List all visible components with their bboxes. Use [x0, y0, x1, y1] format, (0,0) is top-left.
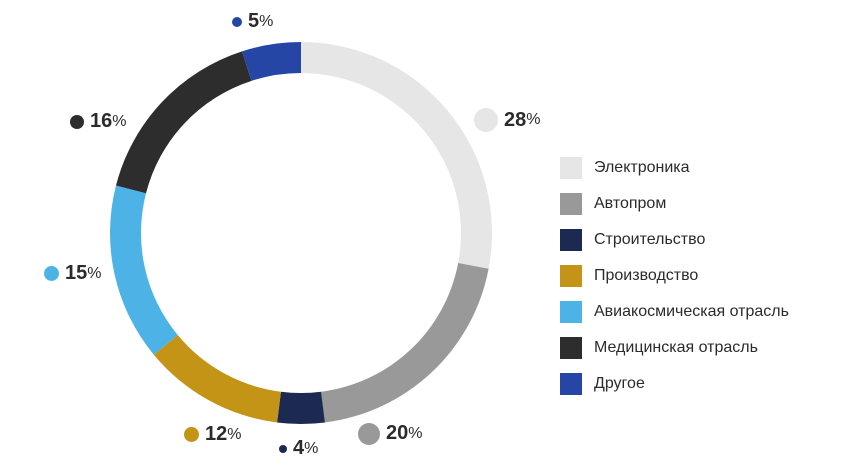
legend-label: Строительство [594, 231, 706, 248]
legend-swatch [560, 157, 582, 179]
label-unit: % [227, 425, 242, 443]
label-dot [474, 108, 498, 132]
legend-label: Авиакосмическая отрасль [594, 303, 789, 320]
data-label: 5% [232, 10, 273, 33]
legend-item: Автопром [560, 186, 789, 222]
label-unit: % [259, 12, 274, 30]
legend-swatch [560, 265, 582, 287]
label-dot [70, 114, 84, 129]
legend-swatch [560, 373, 582, 395]
label-unit: % [112, 112, 127, 130]
label-value: 15 [65, 262, 88, 284]
donut-slice [301, 42, 493, 269]
label-dot [358, 422, 380, 445]
label-value: 12 [205, 423, 228, 445]
donut-slice [321, 262, 489, 423]
legend-label: Медицинская отрасль [594, 339, 758, 356]
data-label: 16% [70, 110, 126, 133]
donut-slice [109, 185, 178, 355]
legend-label: Электроника [594, 159, 690, 176]
label-value: 5 [248, 10, 260, 32]
data-label: 15% [44, 262, 101, 285]
data-label: 4% [279, 437, 318, 460]
label-dot [232, 16, 242, 27]
label-value: 16 [90, 110, 113, 132]
data-label: 12% [184, 423, 241, 446]
label-unit: % [526, 111, 541, 128]
legend-label: Производство [594, 267, 699, 284]
legend-label: Другое [594, 375, 645, 392]
legend-swatch [560, 229, 582, 251]
legend-item: Медицинская отрасль [560, 330, 789, 366]
label-dot [279, 444, 287, 453]
data-label: 28% [474, 108, 540, 132]
legend-item: Строительство [560, 222, 789, 258]
donut-slice [153, 334, 281, 423]
label-dot [44, 266, 59, 281]
legend-item: Другое [560, 366, 789, 402]
legend-swatch [560, 301, 582, 323]
legend-label: Автопром [594, 195, 667, 212]
legend-item: Производство [560, 258, 789, 294]
legend-item: Электроника [560, 150, 789, 186]
label-value: 4 [293, 437, 305, 459]
legend: Электроника Автопром Строительство Производ… [560, 150, 789, 402]
data-label: 20% [358, 422, 422, 445]
label-unit: % [408, 424, 423, 442]
label-unit: % [87, 264, 102, 282]
donut-slice [116, 51, 252, 194]
legend-item: Авиакосмическая отрасль [560, 294, 789, 330]
legend-swatch [560, 337, 582, 359]
label-value: 28 [504, 108, 527, 131]
label-dot [184, 427, 199, 442]
donut-slice [241, 42, 301, 81]
donut-slice [277, 391, 325, 424]
label-value: 20 [386, 422, 409, 444]
label-unit: % [304, 439, 319, 457]
legend-swatch [560, 193, 582, 215]
